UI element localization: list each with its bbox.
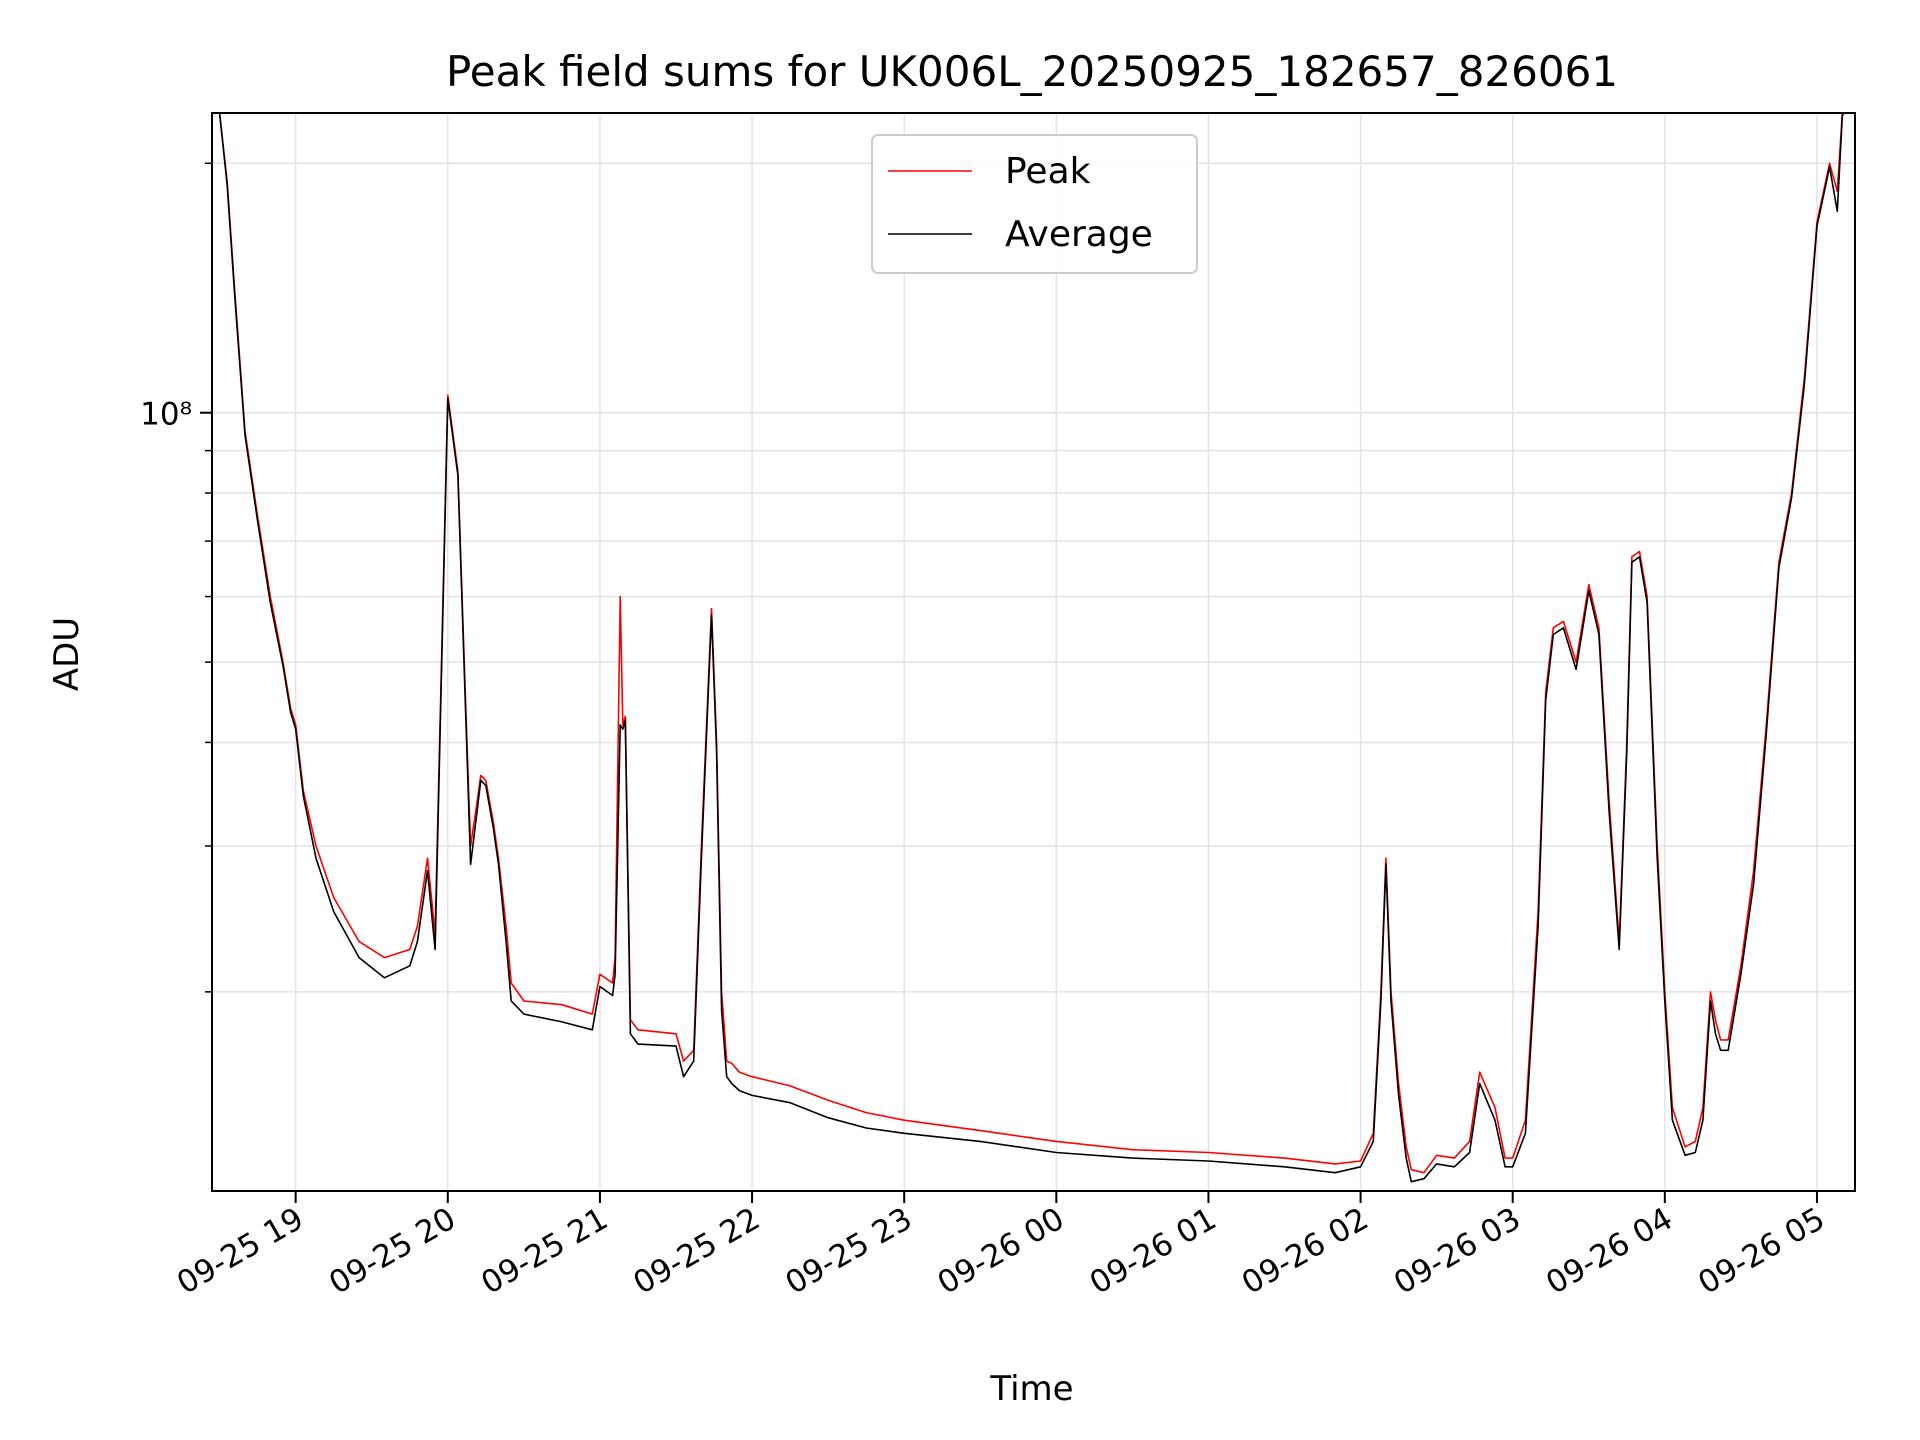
x-axis-label: Time (989, 1369, 1073, 1409)
legend-label-peak: Peak (1005, 151, 1091, 192)
legend: Peak Average (871, 134, 1198, 274)
plot-frame (211, 112, 1856, 1192)
series-line-average (218, 113, 1845, 1183)
legend-label-average: Average (1005, 214, 1153, 255)
y-axis-label: ADU (47, 617, 87, 691)
series-layer (218, 113, 1845, 1183)
y-axis-ticks: 10⁸ (140, 162, 212, 993)
y-tick-label: 10⁸ (140, 397, 192, 433)
y-gridlines (212, 162, 1855, 993)
legend-box (871, 134, 1198, 274)
chart-title: Peak field sums for UK006L_20250925_1826… (446, 47, 1618, 96)
